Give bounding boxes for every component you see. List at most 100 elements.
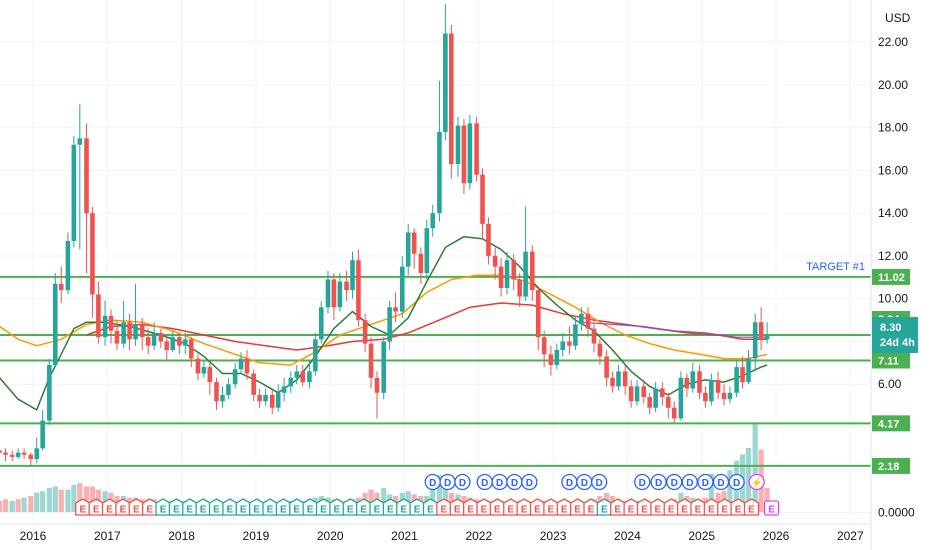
candle-body xyxy=(114,330,120,344)
dividend-marker[interactable] xyxy=(521,473,538,491)
earnings-marker[interactable] xyxy=(583,498,599,516)
earnings-marker[interactable] xyxy=(422,498,439,516)
earnings-marker[interactable] xyxy=(342,498,358,516)
candle-body xyxy=(511,260,517,280)
earnings-marker[interactable] xyxy=(462,498,479,516)
level-price-badge[interactable] xyxy=(872,457,910,474)
volume-bar xyxy=(0,500,3,512)
earnings-marker[interactable] xyxy=(556,498,572,516)
candle-body xyxy=(585,313,591,329)
earnings-marker-letter: E xyxy=(521,505,528,516)
dividend-marker[interactable] xyxy=(591,473,608,491)
earnings-marker[interactable] xyxy=(222,498,238,516)
candle-body xyxy=(455,125,461,165)
level-price-badge-label: 4.17 xyxy=(878,418,899,430)
level-price-badge[interactable] xyxy=(872,352,910,369)
candle-body xyxy=(34,448,40,460)
earnings-marker[interactable] xyxy=(155,498,171,516)
earnings-marker[interactable] xyxy=(275,498,292,516)
earnings-marker[interactable] xyxy=(409,498,425,516)
earnings-marker-letter: E xyxy=(213,505,220,516)
volume-bar xyxy=(58,489,64,512)
earnings-marker-letter: E xyxy=(708,505,715,516)
time-axis-tick: 2020 xyxy=(317,529,344,543)
earnings-marker-letter: E xyxy=(374,505,381,516)
earnings-marker[interactable] xyxy=(690,498,706,516)
earnings-marker[interactable] xyxy=(676,498,693,516)
earnings-marker[interactable] xyxy=(289,498,305,516)
earnings-marker[interactable] xyxy=(369,498,385,516)
earnings-marker-letter: E xyxy=(120,505,127,516)
earnings-marker[interactable] xyxy=(195,498,211,516)
earnings-marker[interactable] xyxy=(142,498,158,516)
earnings-marker[interactable] xyxy=(636,498,653,516)
earnings-marker[interactable] xyxy=(476,498,492,516)
volume-bar xyxy=(71,484,77,512)
earnings-marker[interactable] xyxy=(262,498,278,516)
earnings-marker[interactable] xyxy=(717,498,733,516)
earnings-marker[interactable] xyxy=(596,498,613,516)
earnings-marker[interactable] xyxy=(101,498,118,516)
earnings-marker[interactable] xyxy=(743,498,760,516)
earnings-marker[interactable] xyxy=(208,498,225,516)
candle-body xyxy=(604,356,609,378)
candle-body xyxy=(430,213,436,229)
earnings-marker[interactable] xyxy=(703,498,720,516)
earnings-marker[interactable] xyxy=(182,498,198,516)
price-axis[interactable]: 22.0020.0018.0016.0014.0012.0010.008.006… xyxy=(872,35,918,520)
candle-body xyxy=(703,392,708,402)
earnings-marker[interactable] xyxy=(543,498,559,516)
earnings-marker[interactable] xyxy=(75,498,91,516)
earnings-marker[interactable] xyxy=(128,498,144,516)
earnings-marker[interactable] xyxy=(88,498,104,516)
horizontal-levels[interactable] xyxy=(0,275,871,467)
earnings-marker[interactable] xyxy=(329,498,345,516)
earnings-marker[interactable] xyxy=(382,498,399,516)
earnings-marker[interactable] xyxy=(436,498,452,516)
level-price-badge[interactable] xyxy=(872,415,910,432)
earnings-marker[interactable] xyxy=(355,498,372,516)
earnings-marker[interactable] xyxy=(449,498,465,516)
earnings-marker-letter: E xyxy=(768,505,775,516)
candle-body xyxy=(158,332,164,342)
earnings-marker-letter: E xyxy=(681,505,688,516)
time-axis-tick: 2022 xyxy=(465,529,492,543)
earnings-marker[interactable] xyxy=(235,498,251,516)
earnings-marker[interactable] xyxy=(623,498,639,516)
earnings-marker[interactable] xyxy=(396,498,412,516)
earnings-marker[interactable] xyxy=(650,498,666,516)
dividend-marker[interactable] xyxy=(634,473,651,491)
dividend-marker[interactable] xyxy=(454,473,471,491)
earnings-marker[interactable] xyxy=(302,498,318,516)
level-price-badge[interactable] xyxy=(872,268,910,285)
dividend-marker[interactable] xyxy=(728,473,745,491)
current-price-badge[interactable] xyxy=(872,317,918,354)
earnings-marker[interactable] xyxy=(168,498,185,516)
earnings-marker-letter: E xyxy=(481,505,488,516)
split-marker[interactable] xyxy=(748,473,765,491)
time-axis[interactable]: 2016 2017 2018 2019 2020 2021 2022 2023 2024 2025… xyxy=(20,529,864,543)
price-axis-tick: 12.00 xyxy=(878,249,908,263)
earnings-marker[interactable] xyxy=(248,498,265,516)
earnings-marker[interactable] xyxy=(489,498,506,516)
earnings-marker-letter: E xyxy=(695,505,702,516)
earnings-marker-letter: E xyxy=(735,505,742,516)
earnings-marker[interactable] xyxy=(315,498,332,516)
earnings-marker[interactable] xyxy=(503,498,519,516)
earnings-marker[interactable] xyxy=(569,498,586,516)
currency-label[interactable]: USD xyxy=(885,11,911,25)
earnings-marker[interactable] xyxy=(763,500,780,516)
candle-body xyxy=(15,452,21,457)
time-axis-tick: 2016 xyxy=(20,529,47,543)
earnings-marker[interactable] xyxy=(115,498,131,516)
earnings-marker[interactable] xyxy=(730,498,746,516)
earnings-marker[interactable] xyxy=(529,498,546,516)
earnings-marker[interactable] xyxy=(610,498,626,516)
earnings-marker[interactable] xyxy=(663,498,679,516)
earnings-marker[interactable] xyxy=(516,498,532,516)
target-label: TARGET #1 xyxy=(806,261,865,273)
